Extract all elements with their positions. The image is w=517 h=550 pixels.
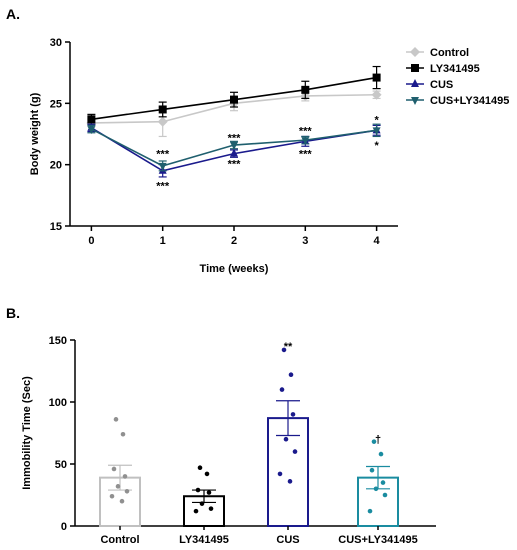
bar-group-0 (99, 417, 141, 528)
data-point (301, 137, 310, 146)
x-tick-label: CUS (276, 534, 299, 546)
data-point (230, 148, 238, 157)
bar-group-2 (267, 347, 309, 527)
data-point (371, 89, 382, 100)
data-point (204, 471, 210, 477)
significance-label: * (374, 114, 379, 126)
significance-label: *** (299, 149, 313, 161)
data-point (279, 387, 285, 392)
data-point (111, 466, 117, 472)
y-axis-title: Body weight (g) (29, 92, 41, 175)
bar-chart-immobility: 0 50 100 150 Immobility Time (Sec) Control LY3… (21, 335, 436, 546)
data-point (411, 79, 419, 87)
data-point (411, 64, 419, 72)
legend-label: Control (430, 47, 469, 59)
y-tick-label: 50 (55, 459, 67, 471)
data-point (230, 142, 238, 151)
data-point (158, 105, 167, 114)
y-tick-label: 100 (49, 397, 67, 409)
y-tick-label: 150 (49, 335, 67, 347)
x-tick-label: 2 (231, 235, 237, 247)
data-point (120, 431, 126, 437)
data-point (372, 127, 381, 136)
data-point (380, 480, 386, 485)
significance-label: ** (284, 341, 293, 353)
data-point (378, 451, 384, 457)
bar-group-3 (357, 439, 399, 528)
x-tick-label: 3 (302, 235, 308, 247)
data-point (371, 439, 377, 444)
data-point (292, 449, 298, 454)
x-tick-label: 0 (88, 235, 94, 247)
y-axis-title: Immobility Time (Sec) (21, 376, 33, 490)
data-point (277, 471, 283, 477)
data-point (283, 436, 289, 442)
significance-label: *** (156, 149, 170, 161)
y-tick-label: 0 (61, 521, 67, 533)
data-point (109, 493, 115, 499)
panel-label-a: A. (6, 6, 20, 22)
line-chart-body-weight: 15 20 25 30 0 1 2 3 4 Time (weeks) Body weight (g)… (29, 37, 509, 275)
data-point (124, 488, 130, 494)
data-point (122, 474, 128, 479)
data-point (115, 484, 121, 489)
data-point (230, 95, 238, 104)
data-point (288, 372, 294, 378)
series-3 (87, 123, 381, 172)
x-tick-label: LY341495 (179, 534, 229, 546)
x-tick-label: Control (100, 534, 139, 546)
data-point (373, 486, 379, 492)
bar-group-1 (183, 465, 225, 527)
y-tick-label: 20 (50, 160, 62, 172)
data-point (411, 97, 419, 105)
x-tick-label: 1 (160, 235, 166, 247)
x-tick-label: 4 (374, 235, 381, 247)
data-point (367, 508, 373, 514)
data-point (87, 126, 96, 135)
significance-label: † (375, 434, 381, 446)
legend-label: CUS+LY341495 (430, 95, 509, 107)
data-point (410, 47, 420, 57)
significance-label: * (374, 140, 379, 152)
data-point (119, 498, 125, 504)
data-point (206, 490, 212, 495)
data-point (382, 492, 388, 498)
data-point (287, 479, 293, 484)
y-tick-label: 25 (50, 98, 62, 110)
legend: Control LY341495 CUS CUS+LY341495 (406, 47, 509, 107)
data-point (157, 116, 168, 127)
x-tick-label: CUS+LY341495 (338, 534, 417, 546)
data-point (158, 162, 167, 171)
data-point (195, 487, 201, 493)
significance-label: *** (228, 158, 242, 170)
data-point (281, 347, 287, 353)
significance-label: *** (299, 125, 313, 137)
data-point (199, 501, 205, 506)
data-point (372, 73, 381, 82)
legend-label: CUS (430, 79, 453, 91)
data-point (208, 506, 214, 511)
data-point (301, 85, 310, 94)
data-point (87, 115, 96, 124)
significance-label: *** (228, 133, 242, 145)
data-point (290, 412, 296, 417)
y-tick-label: 15 (50, 221, 62, 233)
data-point (193, 508, 199, 514)
data-point (197, 465, 203, 471)
x-axis-title: Time (weeks) (200, 263, 269, 275)
legend-label: LY341495 (430, 63, 480, 75)
data-point (369, 467, 375, 473)
y-tick-label: 30 (50, 37, 62, 49)
significance-label: *** (156, 181, 170, 193)
data-point (113, 417, 119, 422)
panel-label-b: B. (6, 305, 20, 321)
